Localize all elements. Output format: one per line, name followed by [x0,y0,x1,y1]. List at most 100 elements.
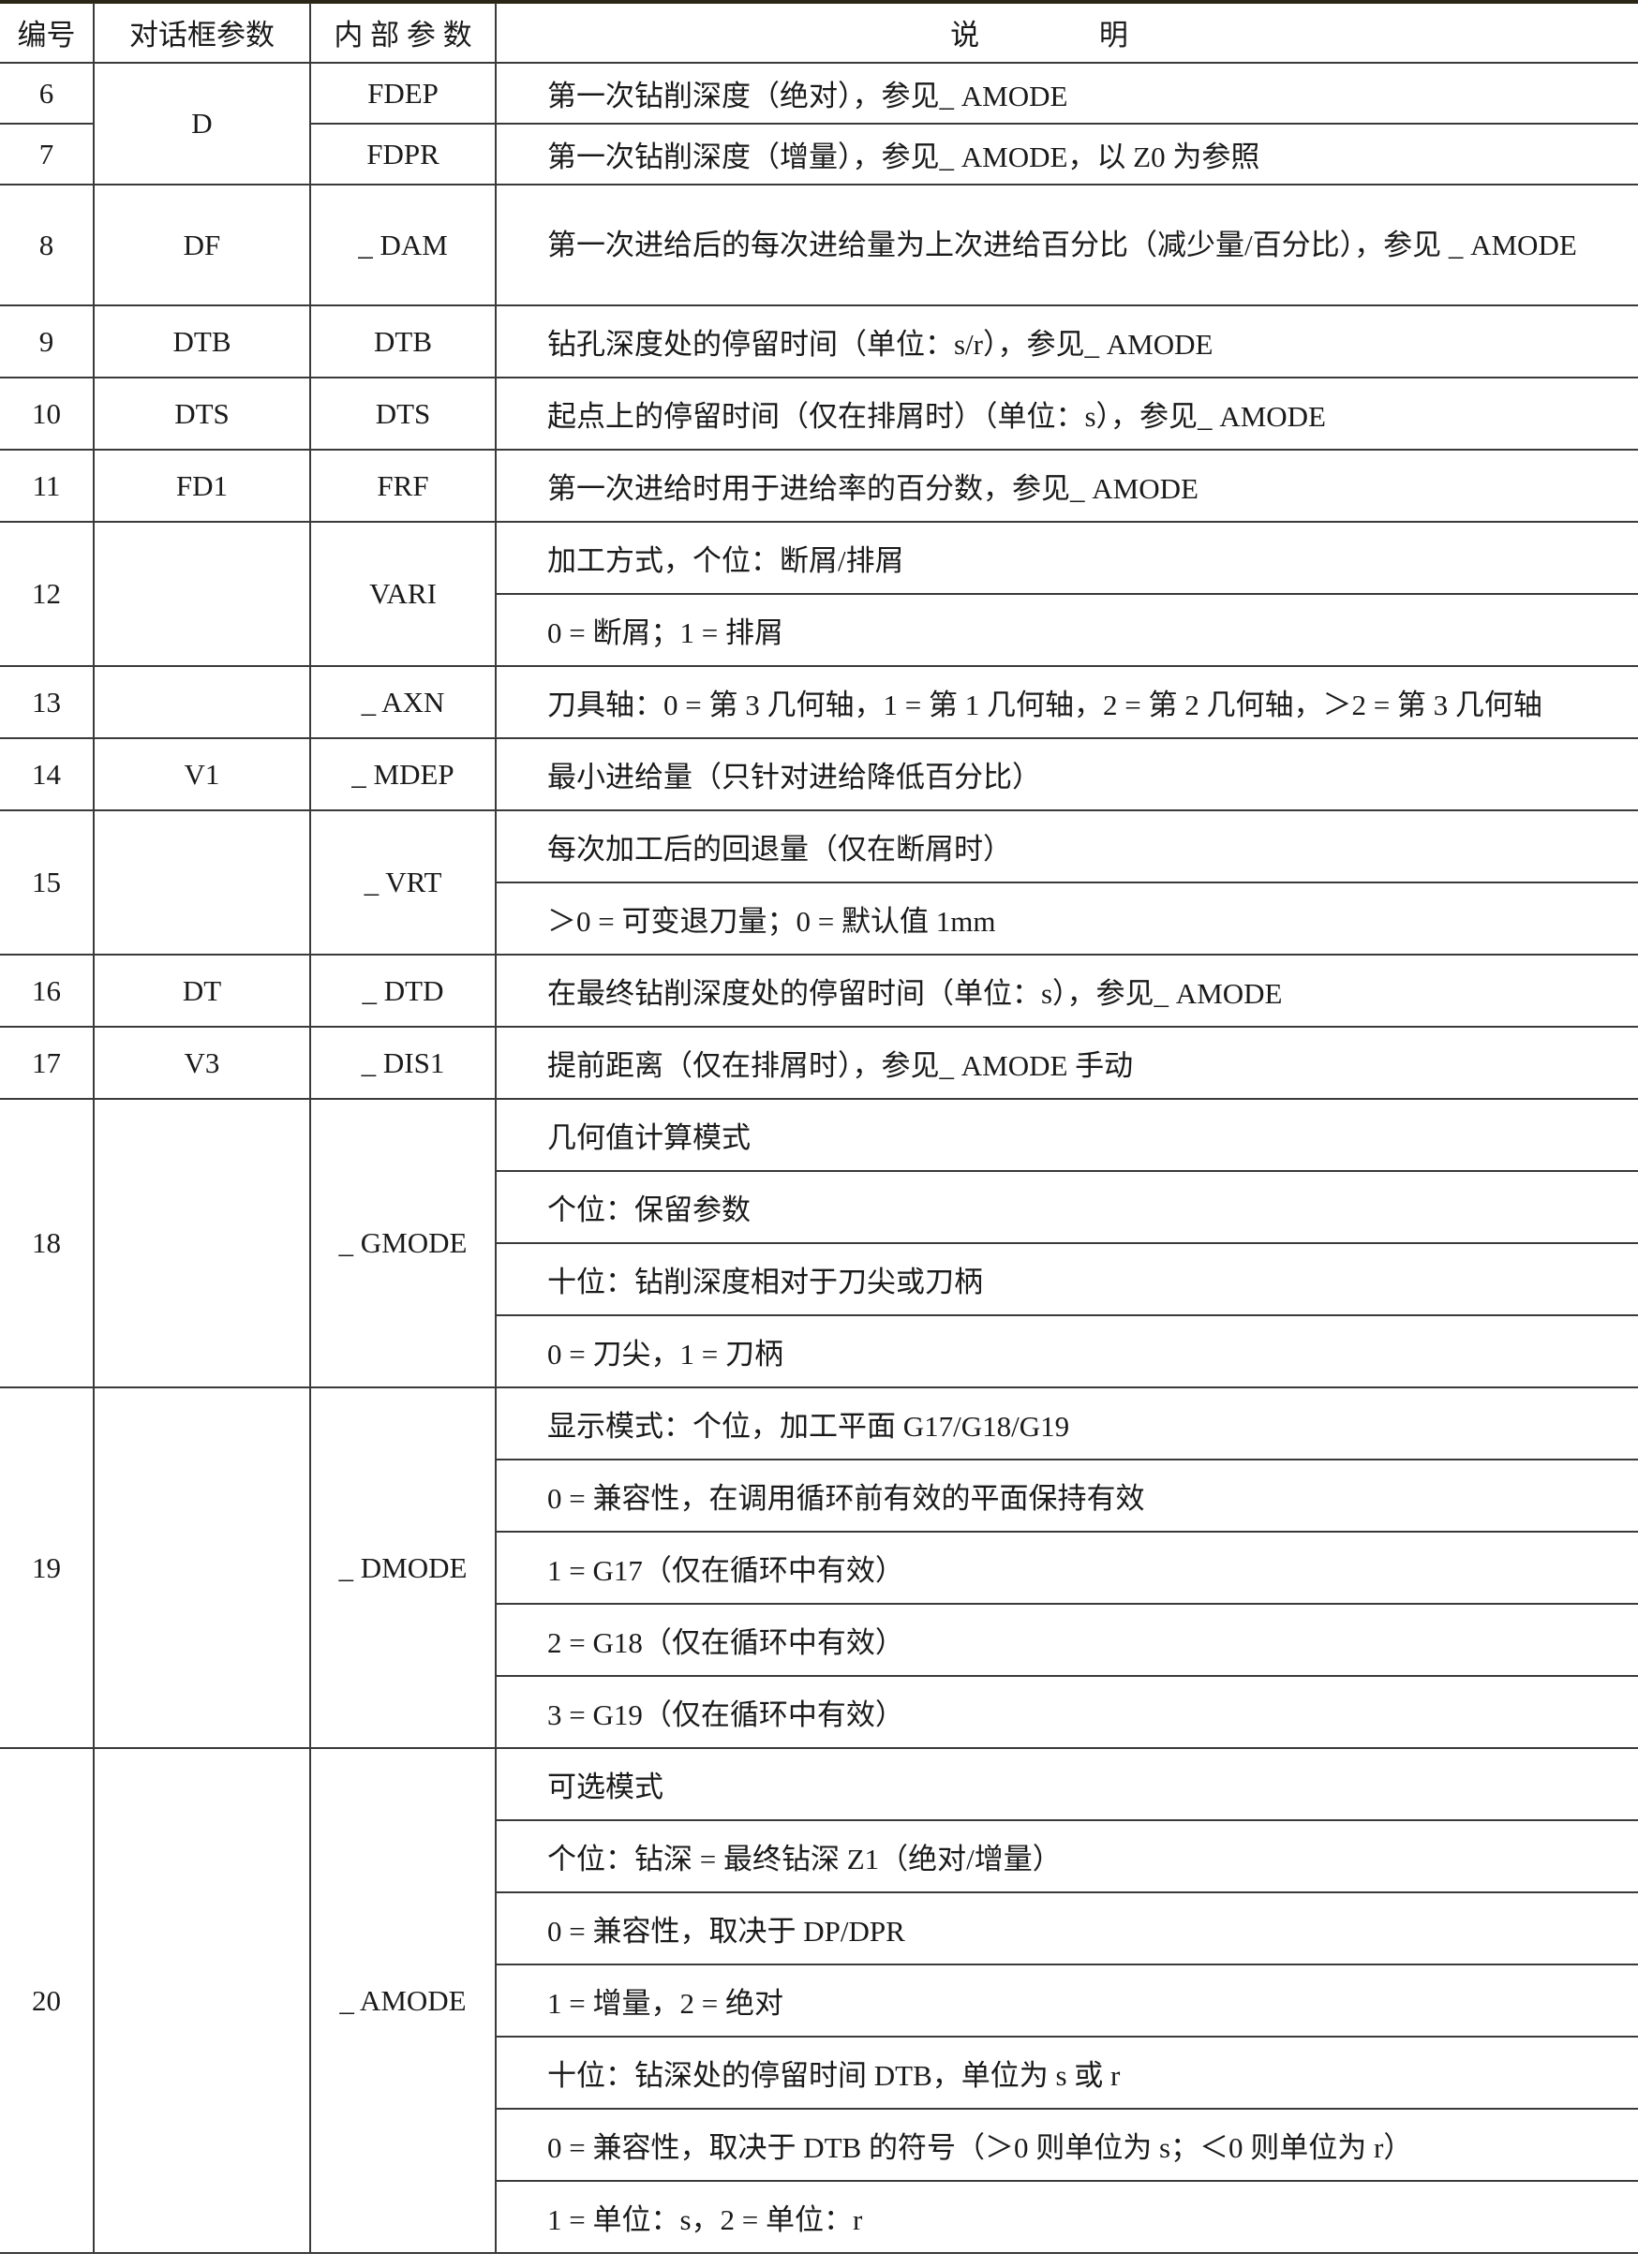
table-row: 0 = 断屑；1 = 排屑 [0,593,1638,667]
description-cell: 1 = G17（仅在循环中有效） [496,1531,1638,1605]
description-cell: 十位：钻深处的停留时间 DTB，单位为 s 或 r [496,2036,1638,2110]
row-number: 12 [0,521,95,667]
table-row: 十位：钻深处的停留时间 DTB，单位为 s 或 r [0,2036,1638,2110]
table-row: 0 = 兼容性，取决于 DP/DPR [0,1891,1638,1965]
internal-param: _ AXN [309,665,497,739]
description-cell: 可选模式 [495,1747,1638,1821]
table-row: 12 VARI 加工方式，个位：断屑/排屑 [0,521,1638,667]
table-row: 13 _ AXN 刀具轴：0 = 第 3 几何轴，1 = 第 1 几何轴，2 = 第… [0,665,1638,739]
description-cell: 第一次钻削深度（增量），参见_ AMODE，以 Z0 为参照 [495,123,1638,185]
row-number: 8 [0,184,95,306]
row-number: 15 [0,809,95,956]
row-number: 19 [0,1386,95,1749]
description-cell: 加工方式，个位：断屑/排屑 [495,521,1638,595]
row-number: 20 [0,1747,95,2254]
row-number: 16 [0,954,95,1028]
description-cell: 0 = 刀尖，1 = 刀柄 [496,1314,1638,1388]
dialog-param [93,665,311,739]
row-number: 6 [0,62,95,125]
dialog-param: DTB [93,304,311,378]
dialog-param: V3 [93,1026,311,1100]
internal-param: FDEP [309,62,497,125]
table-row: ＞0 = 可变退刀量；0 = 默认值 1mm [0,882,1638,956]
row-number: 17 [0,1026,95,1100]
table-row: 9 DTB DTB 钻孔深度处的停留时间（单位：s/r），参见_ AMODE [0,304,1638,378]
description-cell: 最小进给量（只针对进给降低百分比） [495,737,1638,811]
table-row: 十位：钻削深度相对于刀尖或刀柄 [0,1242,1638,1316]
table-row: 3 = G19（仅在循环中有效） [0,1675,1638,1749]
table-row: 8 DF _ DAM 第一次进给后的每次进给量为上次进给百分比（减少量/百分比），参见… [0,184,1638,306]
table-row: 16 DT _ DTD 在最终钻削深度处的停留时间（单位：s），参见_ AMODE [0,954,1638,1028]
description-cell: 刀具轴：0 = 第 3 几何轴，1 = 第 1 几何轴，2 = 第 2 几何轴，… [495,665,1638,739]
description-cell: 显示模式：个位，加工平面 G17/G18/G19 [495,1386,1638,1460]
table-row: 17 V3 _ DIS1 提前距离（仅在排屑时），参见_ AMODE 手动 [0,1026,1638,1100]
table-row: 11 FD1 FRF 第一次进给时用于进给率的百分数，参见_ AMODE [0,449,1638,523]
dialog-param [93,809,311,956]
description-cell: 0 = 兼容性，取决于 DTB 的符号（＞0 则单位为 s；＜0 则单位为 r） [496,2108,1638,2182]
description-cell: 个位：钻深 = 最终钻深 Z1（绝对/增量） [496,1819,1638,1893]
parameter-table: 编号 对话框参数 内 部 参 数 说 明 6 D FDEP 第一次钻削深度（绝对），参… [0,3,1638,2254]
internal-param: _ MDEP [309,737,497,811]
table-row: 0 = 兼容性，在调用循环前有效的平面保持有效 [0,1459,1638,1533]
description-cell: 在最终钻削深度处的停留时间（单位：s），参见_ AMODE [495,954,1638,1028]
description-cell: 1 = 增量，2 = 绝对 [496,1964,1638,2038]
internal-param: VARI [309,521,497,667]
row-number: 7 [0,123,95,185]
row-number: 9 [0,304,95,378]
header-description: 说 明 [495,3,1638,64]
table-row: 2 = G18（仅在循环中有效） [0,1603,1638,1677]
description-cell: 第一次钻削深度（绝对），参见_ AMODE [495,62,1638,125]
description-cell: 起点上的停留时间（仅在排屑时）（单位：s），参见_ AMODE [495,377,1638,451]
internal-param: DTS [309,377,497,451]
header-dialog-param: 对话框参数 [93,3,311,64]
dialog-param: FD1 [93,449,311,523]
header-number: 编号 [0,3,95,64]
table-row: 15 _ VRT 每次加工后的回退量（仅在断屑时） [0,809,1638,956]
internal-param: FRF [309,449,497,523]
dialog-param [93,521,311,667]
description-cell: 第一次进给后的每次进给量为上次进给百分比（减少量/百分比），参见 _ AMODE [495,184,1638,306]
dialog-param [93,1386,311,1749]
row-number: 13 [0,665,95,739]
description-cell: ＞0 = 可变退刀量；0 = 默认值 1mm [496,882,1638,956]
table-row: 20 _ AMODE 可选模式 [0,1747,1638,2254]
internal-param: _ AMODE [309,1747,497,2254]
internal-param: _ GMODE [309,1098,497,1388]
dialog-param: DF [93,184,311,306]
description-cell: 0 = 兼容性，取决于 DP/DPR [496,1891,1638,1965]
description-cell: 3 = G19（仅在循环中有效） [496,1675,1638,1749]
header-row: 编号 对话框参数 内 部 参 数 说 明 [0,3,1638,64]
table-row: 14 V1 _ MDEP 最小进给量（只针对进给降低百分比） [0,737,1638,811]
internal-param: _ DTD [309,954,497,1028]
dialog-param [93,1098,311,1388]
description-cell: 第一次进给时用于进给率的百分数，参见_ AMODE [495,449,1638,523]
row-number: 10 [0,377,95,451]
dialog-param [93,1747,311,2254]
description-cell: 1 = 单位：s，2 = 单位：r [496,2180,1638,2254]
internal-param: DTB [309,304,497,378]
description-cell: 提前距离（仅在排屑时），参见_ AMODE 手动 [495,1026,1638,1100]
description-cell: 几何值计算模式 [495,1098,1638,1172]
table-row: 0 = 刀尖，1 = 刀柄 [0,1314,1638,1388]
table-row: 个位：钻深 = 最终钻深 Z1（绝对/增量） [0,1819,1638,1893]
internal-param: _ DMODE [309,1386,497,1749]
dialog-param: D [93,62,311,185]
table-row: 1 = 增量，2 = 绝对 [0,1964,1638,2038]
description-cell: 十位：钻削深度相对于刀尖或刀柄 [496,1242,1638,1316]
dialog-param: DTS [93,377,311,451]
table-row: 0 = 兼容性，取决于 DTB 的符号（＞0 则单位为 s；＜0 则单位为 r） [0,2108,1638,2182]
internal-param: _ VRT [309,809,497,956]
internal-param: _ DIS1 [309,1026,497,1100]
header-internal-param: 内 部 参 数 [309,3,497,64]
row-number: 14 [0,737,95,811]
table-row: 1 = G17（仅在循环中有效） [0,1531,1638,1605]
description-cell: 2 = G18（仅在循环中有效） [496,1603,1638,1677]
description-cell: 个位：保留参数 [496,1170,1638,1244]
table-row: 6 D FDEP 第一次钻削深度（绝对），参见_ AMODE [0,62,1638,185]
table-row: 10 DTS DTS 起点上的停留时间（仅在排屑时）（单位：s），参见_ AMODE [0,377,1638,451]
description-cell: 每次加工后的回退量（仅在断屑时） [495,809,1638,883]
table-row: 18 _ GMODE 几何值计算模式 [0,1098,1638,1388]
internal-param: _ DAM [309,184,497,306]
table-row: 7 FDPR 第一次钻削深度（增量），参见_ AMODE，以 Z0 为参照 [0,123,1638,185]
top-rule [0,0,1638,4]
